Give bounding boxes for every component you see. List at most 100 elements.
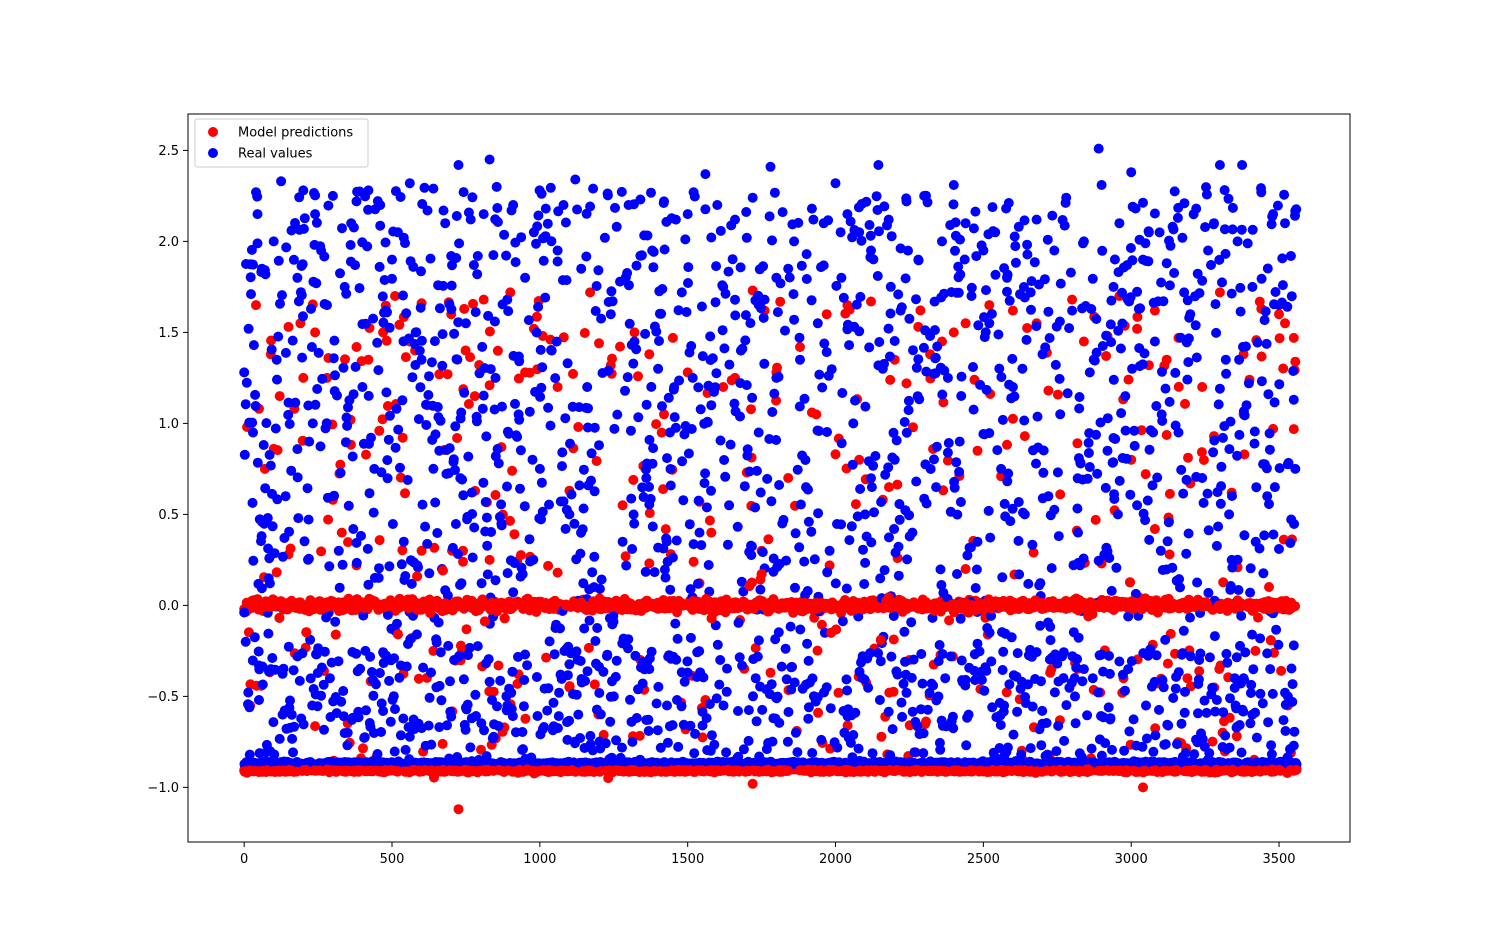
model-prediction-point bbox=[1001, 687, 1012, 698]
real-value-point bbox=[577, 524, 588, 535]
model-prediction-point bbox=[478, 294, 489, 305]
model-prediction-point bbox=[552, 567, 563, 578]
model-prediction-point bbox=[1007, 305, 1018, 316]
model-prediction-point bbox=[1149, 524, 1160, 534]
real-value-point bbox=[383, 434, 394, 445]
real-value-point bbox=[288, 665, 299, 676]
model-prediction-point bbox=[520, 367, 531, 378]
real-value-point bbox=[368, 313, 379, 324]
real-value-point bbox=[560, 523, 571, 534]
real-value-point bbox=[622, 372, 633, 383]
real-value-point bbox=[373, 572, 384, 583]
real-value-point bbox=[306, 342, 317, 352]
real-value-point bbox=[434, 722, 445, 733]
real-value-point bbox=[524, 534, 535, 545]
real-value-point bbox=[400, 744, 411, 755]
model-prediction-point bbox=[688, 556, 699, 567]
real-value-point bbox=[351, 557, 362, 568]
model-prediction-point bbox=[1019, 431, 1030, 442]
real-value-point bbox=[594, 583, 605, 594]
real-value-point bbox=[497, 401, 507, 412]
model-prediction-point bbox=[644, 558, 655, 569]
real-value-point bbox=[350, 361, 361, 372]
real-value-point bbox=[296, 290, 307, 301]
model-prediction-point bbox=[651, 419, 662, 430]
real-value-point bbox=[472, 269, 483, 280]
model-prediction-point bbox=[382, 401, 393, 411]
real-value-point bbox=[430, 429, 441, 440]
real-value-point bbox=[544, 636, 555, 647]
model-prediction-point bbox=[830, 449, 841, 460]
model-prediction-point bbox=[1182, 673, 1193, 684]
real-value-point bbox=[333, 656, 344, 667]
real-value-point bbox=[620, 385, 630, 396]
real-value-point bbox=[330, 616, 341, 627]
real-value-point bbox=[551, 336, 562, 347]
real-value-point bbox=[394, 672, 405, 683]
real-value-point bbox=[583, 403, 593, 414]
model-prediction-point bbox=[1173, 381, 1184, 392]
real-value-point bbox=[560, 217, 571, 228]
model-prediction-point bbox=[507, 465, 518, 476]
real-value-point bbox=[445, 676, 455, 687]
real-value-point bbox=[299, 213, 310, 224]
real-value-point bbox=[426, 739, 437, 750]
real-value-point bbox=[545, 420, 556, 431]
real-value-point bbox=[554, 687, 565, 698]
model-prediction-point bbox=[531, 311, 542, 322]
model-prediction-point bbox=[1138, 782, 1148, 793]
real-value-point bbox=[413, 414, 424, 425]
real-value-point bbox=[478, 477, 489, 488]
real-value-point bbox=[510, 257, 521, 268]
real-value-point bbox=[482, 569, 493, 580]
real-value-point bbox=[361, 705, 371, 716]
real-value-point bbox=[480, 497, 491, 507]
model-prediction-point bbox=[1264, 582, 1274, 592]
model-prediction-point bbox=[1256, 351, 1267, 362]
real-value-point bbox=[249, 632, 260, 643]
real-value-point bbox=[436, 695, 447, 706]
real-value-point bbox=[316, 690, 327, 701]
real-value-point bbox=[329, 335, 340, 346]
real-value-point bbox=[516, 232, 527, 243]
real-value-point bbox=[395, 192, 406, 202]
real-value-point bbox=[303, 514, 314, 525]
real-value-point bbox=[239, 449, 250, 460]
real-value-point bbox=[471, 416, 482, 427]
real-value-point bbox=[246, 244, 257, 255]
real-value-point bbox=[532, 711, 543, 721]
real-value-point bbox=[313, 347, 324, 358]
real-value-point bbox=[454, 238, 465, 249]
model-prediction-point bbox=[620, 551, 631, 562]
real-value-point bbox=[319, 724, 329, 735]
real-value-point bbox=[355, 663, 366, 674]
model-prediction-point bbox=[1123, 374, 1134, 385]
model-prediction-point bbox=[413, 673, 424, 684]
real-value-point bbox=[290, 397, 301, 408]
real-value-point bbox=[478, 390, 489, 401]
real-value-point bbox=[362, 241, 373, 252]
real-value-point bbox=[319, 646, 330, 657]
real-value-point bbox=[422, 538, 433, 549]
real-value-point bbox=[433, 617, 444, 628]
real-value-point bbox=[374, 563, 384, 574]
real-value-point bbox=[550, 373, 561, 384]
real-value-point bbox=[273, 331, 284, 342]
model-prediction-point bbox=[1214, 287, 1225, 298]
model-prediction-point bbox=[633, 371, 643, 382]
real-value-point bbox=[574, 480, 585, 491]
real-value-point bbox=[298, 719, 309, 730]
real-value-point bbox=[252, 238, 263, 249]
real-value-point bbox=[562, 670, 573, 681]
real-value-point bbox=[495, 675, 506, 686]
real-value-point bbox=[239, 607, 250, 618]
real-value-point bbox=[519, 675, 530, 685]
real-value-point bbox=[451, 211, 462, 221]
real-value-point bbox=[524, 406, 535, 417]
real-value-point bbox=[380, 237, 391, 248]
real-value-point bbox=[452, 354, 463, 365]
real-value-point bbox=[531, 327, 542, 338]
real-value-point bbox=[442, 720, 452, 731]
model-prediction-point bbox=[397, 432, 408, 443]
real-value-point bbox=[348, 524, 359, 534]
